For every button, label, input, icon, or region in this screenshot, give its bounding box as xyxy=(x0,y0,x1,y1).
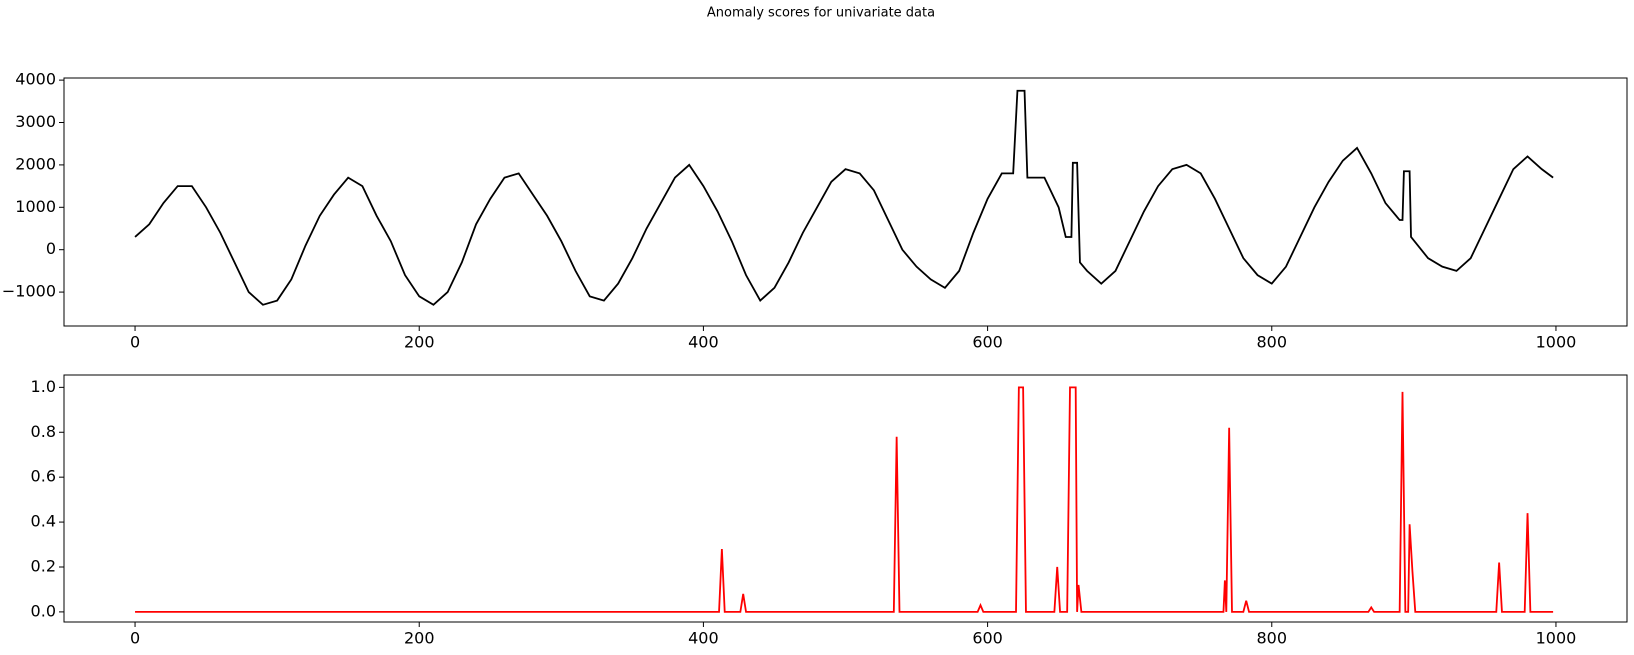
x-tick-label: 1000 xyxy=(1536,333,1577,352)
y-tick-label: −1000 xyxy=(2,282,56,301)
x-tick-label: 200 xyxy=(404,629,435,648)
x-tick-label: 400 xyxy=(688,333,719,352)
y-tick-label: 0.4 xyxy=(31,512,56,531)
y-tick-label: 3000 xyxy=(15,112,56,131)
y-tick-label: 1.0 xyxy=(31,377,56,396)
data-line xyxy=(134,89,1554,306)
data-line xyxy=(135,386,1554,613)
y-tick-label: 0 xyxy=(46,239,56,258)
axes-frame xyxy=(63,77,1628,327)
y-tick-label: 2000 xyxy=(15,154,56,173)
y-tick-label: 0.6 xyxy=(31,467,56,486)
y-tick-label: 4000 xyxy=(15,70,56,89)
x-tick-label: 800 xyxy=(1256,629,1287,648)
figure-title: Anomaly scores for univariate data xyxy=(707,6,935,21)
x-tick-label: 0 xyxy=(130,629,140,648)
x-tick-label: 600 xyxy=(972,629,1003,648)
y-tick-label: 0.2 xyxy=(31,556,56,575)
y-tick-label: 0.0 xyxy=(31,601,56,620)
y-tick-label: 0.8 xyxy=(31,422,56,441)
x-tick-label: 800 xyxy=(1256,333,1287,352)
x-tick-label: 400 xyxy=(688,629,719,648)
y-tick-label: 1000 xyxy=(15,197,56,216)
axes-frame xyxy=(63,374,1628,623)
x-tick-label: 1000 xyxy=(1536,629,1577,648)
x-tick-label: 600 xyxy=(972,333,1003,352)
x-tick-label: 0 xyxy=(130,333,140,352)
x-tick-label: 200 xyxy=(404,333,435,352)
